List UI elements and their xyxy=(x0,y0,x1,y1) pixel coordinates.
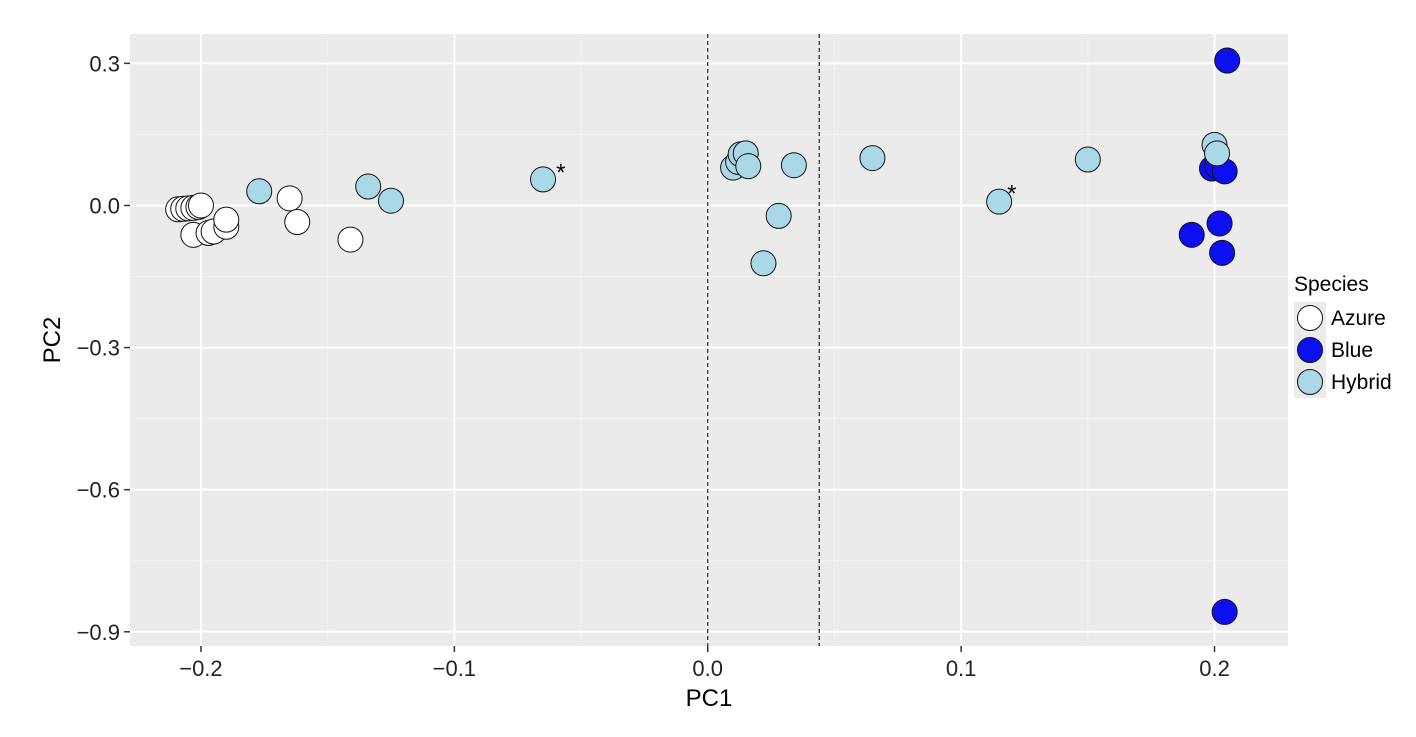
point-azure xyxy=(187,192,214,219)
point-azure xyxy=(213,206,240,233)
y-tick-label: −0.9 xyxy=(77,620,120,645)
y-tick-label: −0.6 xyxy=(77,478,120,503)
y-tick-label: 0.0 xyxy=(89,193,120,218)
x-tick-label: 0.2 xyxy=(1199,656,1230,681)
legend-label-azure: Azure xyxy=(1331,307,1386,330)
x-axis-ticks: −0.2 −0.1 0.0 0.1 0.2 xyxy=(179,646,1230,681)
point-blue xyxy=(1214,47,1241,74)
asterisk-annotation: * xyxy=(556,159,565,186)
x-tick-label: −0.1 xyxy=(433,656,476,681)
x-axis-title: PC1 xyxy=(686,685,733,712)
point-blue xyxy=(1206,210,1233,237)
point-blue xyxy=(1209,239,1236,266)
point-hybrid xyxy=(986,188,1013,215)
point-hybrid xyxy=(780,152,807,179)
annotations: ** xyxy=(556,159,1016,207)
x-tick-label: −0.2 xyxy=(179,656,222,681)
legend-marker-blue xyxy=(1297,337,1323,363)
plot-panel xyxy=(130,34,1288,646)
asterisk-annotation: * xyxy=(1007,181,1016,208)
x-tick-label: 0.0 xyxy=(692,656,723,681)
legend-marker-hybrid xyxy=(1297,369,1323,395)
legend-items: Azure Blue Hybrid xyxy=(1294,302,1392,398)
point-hybrid xyxy=(859,145,886,172)
legend-label-blue: Blue xyxy=(1331,339,1373,362)
point-hybrid xyxy=(246,178,273,205)
point-hybrid xyxy=(1204,140,1231,167)
legend-title: Species xyxy=(1294,273,1369,296)
legend-marker-azure xyxy=(1297,305,1323,331)
point-blue xyxy=(1178,221,1205,248)
point-hybrid xyxy=(355,173,382,200)
y-tick-label: 0.3 xyxy=(89,51,120,76)
y-tick-label: −0.3 xyxy=(77,336,120,361)
point-azure xyxy=(276,185,303,212)
x-tick-label: 0.1 xyxy=(946,656,977,681)
y-axis-ticks: 0.3 0.0 −0.3 −0.6 −0.9 xyxy=(77,51,130,645)
point-hybrid xyxy=(377,187,404,214)
point-hybrid xyxy=(765,202,792,229)
point-hybrid xyxy=(1074,146,1101,173)
point-hybrid xyxy=(735,153,762,180)
point-blue xyxy=(1211,598,1238,625)
reference-lines xyxy=(707,34,820,646)
point-hybrid xyxy=(750,250,777,277)
y-axis-title: PC2 xyxy=(39,317,66,364)
point-azure xyxy=(337,226,364,253)
legend-label-hybrid: Hybrid xyxy=(1331,371,1392,394)
point-azure xyxy=(284,209,311,236)
data-points xyxy=(165,47,1241,625)
point-hybrid xyxy=(530,166,557,193)
legend: Species Azure Blue Hybrid xyxy=(1294,273,1392,398)
